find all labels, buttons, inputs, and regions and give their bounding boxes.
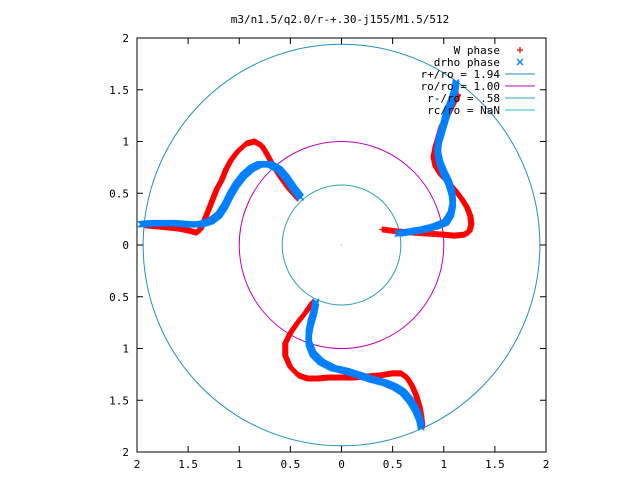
x-tick-label: 2	[543, 458, 550, 471]
legend-label: r+/ro = 1.94	[421, 68, 501, 81]
legend-label: r-/ro = .58	[427, 92, 500, 105]
y-tick-label: 0	[122, 239, 129, 252]
y-tick-label: 1	[122, 343, 129, 356]
center-dot	[340, 244, 343, 246]
circle-rro	[281, 184, 402, 306]
tick-labels: 2 1.5 1 0.5 0 0.5 1 1.5 221.510.500.511.52	[109, 32, 549, 471]
circle-roro	[238, 141, 445, 349]
x-tick-label: 0	[338, 458, 345, 471]
chart-title: m3/n1.5/q2.0/r-+.30-j155/M1.5/512	[231, 13, 450, 26]
reference-circles	[142, 43, 541, 447]
y-tick-label: 2	[122, 32, 129, 45]
circle-rro	[142, 43, 541, 447]
plot-frame	[136, 37, 547, 453]
x-tick-label: 1	[236, 458, 243, 471]
x-tick-label: 1	[440, 458, 447, 471]
data-points	[137, 79, 475, 431]
legend-x-marker	[516, 58, 524, 66]
y-tick-label: 1.5	[109, 84, 129, 97]
legend-label: W phase	[454, 44, 500, 57]
x-tick-label: 1.5	[178, 458, 198, 471]
y-tick-label: 1.5	[109, 394, 129, 407]
legend-label: ro/ro = 1.00	[421, 80, 500, 93]
y-tick-label: 0.5	[109, 187, 129, 200]
drho-phase-point	[452, 79, 460, 86]
x-tick-label: 0.5	[383, 458, 403, 471]
y-tick-label: 2	[122, 446, 129, 459]
x-tick-label: 1.5	[485, 458, 505, 471]
x-tick-label: 0.5	[280, 458, 300, 471]
drho-phase-point	[137, 220, 145, 228]
drho-phase-point	[417, 423, 425, 431]
y-tick-label: 0.5	[109, 291, 129, 304]
y-tick-label: 1	[122, 136, 129, 149]
legend-label: rc/ro = NaN	[427, 104, 500, 117]
legend-label: drho phase	[434, 56, 500, 69]
x-tick-label: 2	[134, 458, 141, 471]
legend-plus-marker	[517, 47, 523, 53]
